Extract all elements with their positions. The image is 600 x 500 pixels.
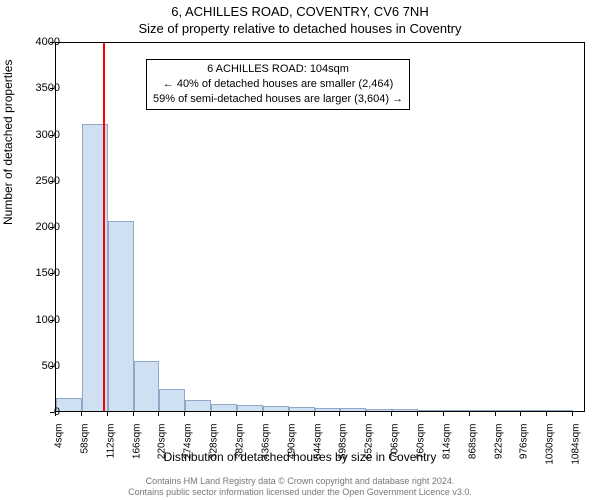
x-tick-mark	[210, 412, 211, 416]
y-tick-label: 500	[20, 360, 60, 372]
y-tick-label: 2000	[20, 221, 60, 233]
x-tick-mark	[262, 412, 263, 416]
footer-line1: Contains HM Land Registry data © Crown c…	[0, 476, 600, 487]
x-tick-mark	[391, 412, 392, 416]
marker-line	[103, 43, 105, 411]
page-title-line1: 6, ACHILLES ROAD, COVENTRY, CV6 7NH	[0, 4, 600, 21]
plot-wrap: 6 ACHILLES ROAD: 104sqm← 40% of detached…	[55, 42, 585, 412]
x-tick-mark	[314, 412, 315, 416]
histogram-bar	[521, 410, 547, 411]
histogram-bar	[340, 408, 366, 411]
x-tick-mark	[546, 412, 547, 416]
x-tick-mark	[520, 412, 521, 416]
histogram-bar	[289, 407, 315, 411]
histogram-bar	[496, 410, 522, 411]
histogram-bar	[185, 400, 211, 411]
y-tick-label: 0	[20, 406, 60, 418]
x-tick-mark	[417, 412, 418, 416]
histogram-bar	[470, 410, 496, 411]
x-tick-mark	[107, 412, 108, 416]
histogram-bar	[159, 389, 185, 411]
y-tick-label: 1500	[20, 267, 60, 279]
histogram-bar	[444, 410, 470, 411]
histogram-bar	[315, 408, 341, 411]
x-tick-label: 58sqm	[79, 424, 90, 454]
x-tick-mark	[133, 412, 134, 416]
y-tick-label: 4000	[20, 36, 60, 48]
histogram-bar	[366, 409, 392, 411]
histogram-bar	[211, 404, 237, 411]
x-tick-mark	[495, 412, 496, 416]
plot-area: 6 ACHILLES ROAD: 104sqm← 40% of detached…	[55, 42, 585, 412]
annotation-box: 6 ACHILLES ROAD: 104sqm← 40% of detached…	[146, 59, 410, 110]
footer: Contains HM Land Registry data © Crown c…	[0, 476, 600, 499]
annotation-line-0: 6 ACHILLES ROAD: 104sqm	[153, 62, 403, 77]
footer-line2: Contains public sector information licen…	[0, 487, 600, 498]
y-axis-title: Number of detached properties	[1, 60, 15, 225]
histogram-bar	[237, 405, 263, 411]
x-tick-mark	[572, 412, 573, 416]
annotation-line-1: ← 40% of detached houses are smaller (2,…	[153, 77, 403, 92]
histogram-bar	[392, 409, 418, 411]
histogram-bar	[418, 410, 444, 411]
page-title-line2: Size of property relative to detached ho…	[0, 21, 600, 38]
y-tick-label: 3500	[20, 82, 60, 94]
histogram-bar	[547, 410, 573, 411]
histogram-bar	[263, 406, 289, 411]
histogram-bar	[134, 361, 160, 411]
x-tick-mark	[469, 412, 470, 416]
x-axis-title: Distribution of detached houses by size …	[0, 450, 600, 464]
annotation-line-2: 59% of semi-detached houses are larger (…	[153, 92, 403, 107]
x-tick-mark	[158, 412, 159, 416]
x-tick-mark	[443, 412, 444, 416]
y-tick-label: 3000	[20, 129, 60, 141]
histogram-bar	[108, 221, 134, 411]
y-tick-label: 1000	[20, 314, 60, 326]
y-tick-label: 2500	[20, 175, 60, 187]
x-tick-mark	[288, 412, 289, 416]
x-tick-mark	[236, 412, 237, 416]
x-tick-mark	[365, 412, 366, 416]
chart-container: 6, ACHILLES ROAD, COVENTRY, CV6 7NH Size…	[0, 0, 600, 500]
x-tick-mark	[81, 412, 82, 416]
x-tick-mark	[339, 412, 340, 416]
x-tick-mark	[184, 412, 185, 416]
x-tick-label: 4sqm	[54, 424, 65, 448]
